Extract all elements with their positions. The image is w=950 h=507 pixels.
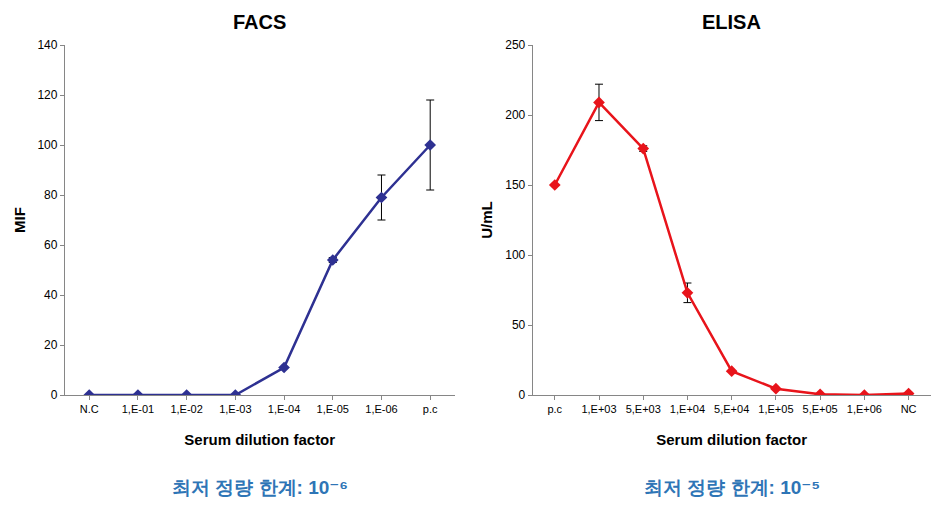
- svg-text:1,E+04: 1,E+04: [670, 403, 705, 415]
- svg-text:1,E+06: 1,E+06: [847, 403, 882, 415]
- svg-text:40: 40: [44, 288, 58, 302]
- svg-text:1,E+03: 1,E+03: [581, 403, 616, 415]
- svg-text:100: 100: [37, 138, 57, 152]
- svg-text:200: 200: [505, 108, 525, 122]
- svg-text:최저 정량 한계: 10⁻⁶: 최저 정량 한계: 10⁻⁶: [172, 477, 348, 498]
- svg-text:Serum dilution factor: Serum dilution factor: [184, 431, 335, 448]
- svg-text:FACS: FACS: [233, 11, 286, 33]
- svg-text:1,E-03: 1,E-03: [219, 403, 251, 415]
- svg-text:MIF: MIF: [11, 207, 28, 233]
- svg-text:p.c: p.c: [547, 403, 562, 415]
- svg-text:1,E-04: 1,E-04: [268, 403, 300, 415]
- svg-text:1,E-05: 1,E-05: [317, 403, 349, 415]
- svg-text:20: 20: [44, 338, 58, 352]
- svg-text:U/mL: U/mL: [478, 201, 495, 239]
- svg-text:최저 정량 한계: 10⁻⁵: 최저 정량 한계: 10⁻⁵: [644, 477, 820, 498]
- svg-text:NC: NC: [901, 403, 917, 415]
- svg-text:100: 100: [505, 248, 525, 262]
- svg-text:60: 60: [44, 238, 58, 252]
- svg-text:ELISA: ELISA: [702, 11, 761, 33]
- svg-text:120: 120: [37, 88, 57, 102]
- svg-text:p.c: p.c: [423, 403, 438, 415]
- svg-text:140: 140: [37, 38, 57, 52]
- svg-text:250: 250: [505, 38, 525, 52]
- svg-text:5,E+05: 5,E+05: [803, 403, 838, 415]
- svg-text:150: 150: [505, 178, 525, 192]
- svg-text:0: 0: [519, 388, 526, 402]
- svg-text:0: 0: [51, 388, 58, 402]
- svg-text:1,E-02: 1,E-02: [170, 403, 202, 415]
- svg-text:5,E+03: 5,E+03: [626, 403, 661, 415]
- svg-text:N.C: N.C: [80, 403, 99, 415]
- svg-text:Serum dilution factor: Serum dilution factor: [656, 431, 807, 448]
- svg-text:5,E+04: 5,E+04: [714, 403, 749, 415]
- svg-text:1,E+05: 1,E+05: [758, 403, 793, 415]
- svg-text:1,E-01: 1,E-01: [122, 403, 154, 415]
- svg-text:1,E-06: 1,E-06: [365, 403, 397, 415]
- svg-text:80: 80: [44, 188, 58, 202]
- svg-text:50: 50: [512, 318, 526, 332]
